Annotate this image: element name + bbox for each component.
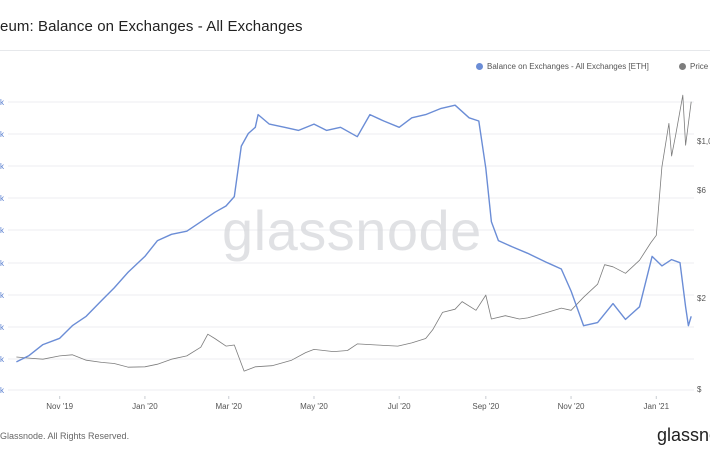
legend-dot-balance-icon bbox=[476, 63, 483, 70]
x-tick-label: Jan '21 bbox=[644, 402, 670, 411]
right-tick-label: $ bbox=[697, 385, 702, 394]
left-tick-label: k bbox=[0, 194, 5, 203]
grid-lines bbox=[8, 101, 694, 391]
price-series bbox=[16, 94, 692, 372]
legend-dot-price-icon bbox=[679, 63, 686, 70]
left-tick-label: k bbox=[0, 226, 5, 235]
left-tick-label: k bbox=[0, 355, 5, 364]
left-y-axis: k k k k k k k k k k bbox=[0, 98, 5, 395]
brand-logo: glassnode bbox=[657, 425, 710, 445]
x-tick-label: Nov '19 bbox=[46, 402, 73, 411]
left-tick-label: k bbox=[0, 98, 5, 107]
series-line bbox=[16, 104, 692, 363]
left-tick-label: k bbox=[0, 162, 5, 171]
x-tick-label: Mar '20 bbox=[216, 402, 243, 411]
x-tick-label: Jan '20 bbox=[132, 402, 158, 411]
balance-series bbox=[16, 104, 692, 363]
right-tick-label: $6 bbox=[697, 186, 706, 195]
legend-item-balance[interactable]: Balance on Exchanges - All Exchanges [ET… bbox=[476, 62, 649, 71]
legend-item-price[interactable]: Price ( bbox=[679, 62, 710, 71]
x-tick-label: Jul '20 bbox=[388, 402, 411, 411]
copyright-text: Glassnode. All Rights Reserved. bbox=[0, 431, 130, 441]
left-tick-label: k bbox=[0, 291, 5, 300]
legend-label-price: Price ( bbox=[690, 62, 710, 71]
left-tick-label: k bbox=[0, 130, 5, 139]
chart-title: eum: Balance on Exchanges - All Exchange… bbox=[0, 18, 303, 35]
left-tick-label: k bbox=[0, 386, 5, 395]
x-tick-label: Nov '20 bbox=[558, 402, 585, 411]
left-tick-label: k bbox=[0, 259, 5, 268]
right-y-axis: $1,0 $6 $2 $ bbox=[697, 137, 710, 394]
right-tick-label: $2 bbox=[697, 294, 706, 303]
series-line bbox=[16, 94, 692, 372]
x-axis: Nov '19 Jan '20 Mar '20 May '20 Jul '20 Sep '… bbox=[46, 396, 670, 411]
right-tick-label: $1,0 bbox=[697, 137, 710, 146]
x-tick-label: Sep '20 bbox=[472, 402, 499, 411]
x-tick-label: May '20 bbox=[300, 402, 328, 411]
left-tick-label: k bbox=[0, 323, 5, 332]
header-divider bbox=[0, 50, 710, 51]
legend-label-balance: Balance on Exchanges - All Exchanges [ET… bbox=[487, 62, 649, 71]
